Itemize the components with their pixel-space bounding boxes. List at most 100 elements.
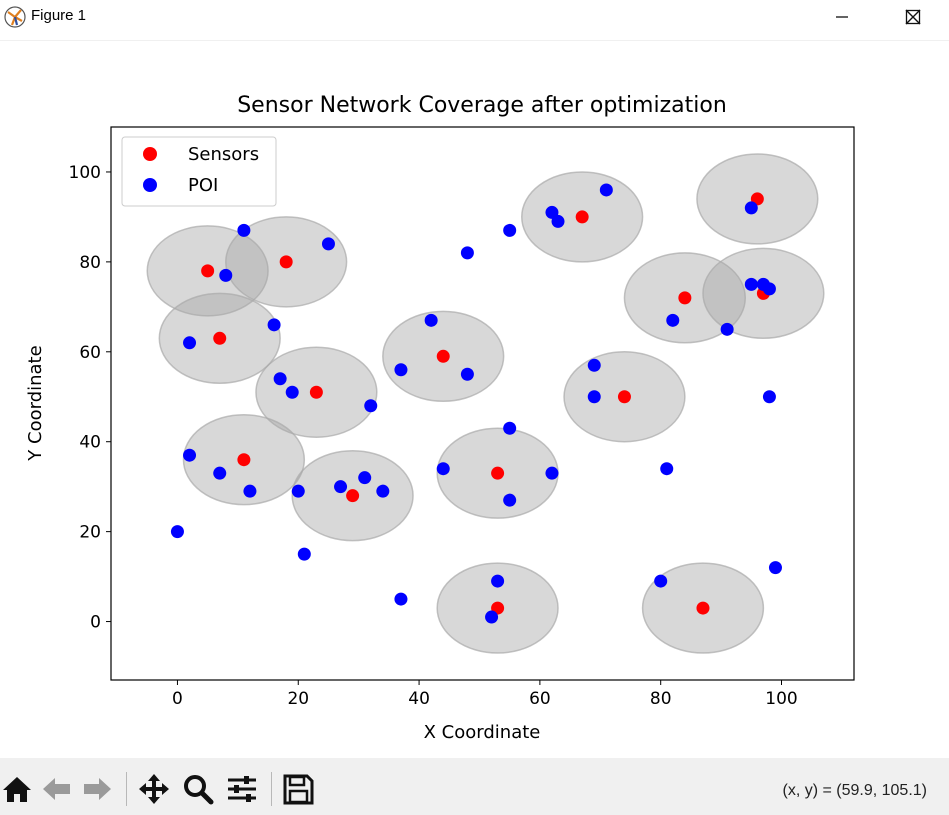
x-tick-label: 100	[765, 689, 797, 709]
poi-point	[599, 183, 613, 197]
home-icon	[3, 777, 31, 802]
x-tick-label: 80	[650, 689, 672, 709]
forward-icon	[84, 778, 111, 800]
back-button[interactable]	[40, 772, 74, 806]
poi-point	[424, 313, 438, 327]
poi-point	[297, 547, 311, 561]
poi-point	[170, 525, 184, 539]
home-button[interactable]	[0, 772, 34, 806]
poi-point	[394, 592, 408, 606]
x-tick-label: 20	[287, 689, 309, 709]
figure-canvas: Sensor Network Coverage after optimizati…	[25, 93, 855, 743]
cursor-coordinates: (x, y) = (59.9, 105.1)	[782, 782, 927, 799]
poi-point	[183, 336, 197, 350]
maximize-button[interactable]	[879, 0, 949, 34]
sensor-point	[279, 255, 293, 269]
y-tick-label: 40	[79, 433, 101, 453]
minimize-icon	[836, 16, 848, 18]
poi-point	[460, 367, 474, 381]
pan-icon	[139, 774, 169, 804]
poi-point	[376, 484, 390, 498]
poi-point	[720, 322, 734, 336]
configure-subplots-icon	[228, 776, 256, 802]
poi-point	[545, 466, 559, 480]
poi-point	[436, 462, 450, 476]
y-tick-label: 100	[69, 163, 101, 183]
window-titlebar: Figure 1	[0, 0, 949, 41]
configure-subplots-button[interactable]	[225, 772, 259, 806]
sensor-point	[346, 489, 360, 503]
x-tick-label: 0	[172, 689, 183, 709]
maximize-icon	[905, 9, 921, 25]
y-axis-label: Y Coordinate	[25, 345, 46, 461]
poi-point	[503, 493, 517, 507]
poi-point	[666, 313, 680, 327]
poi-point	[321, 237, 335, 251]
poi-point	[551, 214, 565, 228]
y-tick-label: 80	[79, 253, 101, 273]
poi-point	[762, 282, 776, 296]
poi-point	[394, 363, 408, 377]
poi-point	[285, 385, 299, 399]
poi-point	[358, 471, 372, 485]
poi-point	[243, 484, 257, 498]
legend-marker-sensors	[143, 147, 157, 161]
chart-title: Sensor Network Coverage after optimizati…	[237, 93, 727, 118]
poi-point	[291, 484, 305, 498]
poi-point	[762, 390, 776, 404]
sensor-point	[213, 331, 227, 345]
forward-button[interactable]	[80, 772, 114, 806]
poi-point	[768, 561, 782, 575]
y-axis-ticks: 0 20 40 60 80 100	[69, 163, 111, 633]
x-axis-ticks: 0 20 40 60 80 100	[172, 680, 798, 709]
y-tick-label: 20	[79, 523, 101, 543]
toolbar-separator	[271, 772, 272, 806]
poi-point	[587, 358, 601, 372]
poi-point	[660, 462, 674, 476]
poi-point	[503, 421, 517, 435]
poi-point	[503, 223, 517, 237]
legend-label-sensors: Sensors	[188, 144, 259, 165]
poi-point	[267, 318, 281, 332]
poi-point	[334, 480, 348, 494]
sensor-point	[696, 601, 710, 615]
x-tick-label: 40	[408, 689, 430, 709]
poi-point	[364, 399, 378, 413]
poi-point	[273, 372, 287, 386]
zoom-button[interactable]	[181, 772, 215, 806]
save-icon	[283, 774, 314, 805]
poi-point	[491, 574, 505, 588]
poi-point	[744, 277, 758, 291]
zoom-icon	[184, 775, 214, 805]
pan-button[interactable]	[137, 772, 171, 806]
poi-point	[654, 574, 668, 588]
points-layer	[170, 183, 782, 624]
legend-label-poi: POI	[188, 175, 218, 196]
matplotlib-icon	[4, 6, 26, 28]
back-icon	[43, 778, 70, 800]
poi-point	[744, 201, 758, 215]
legend-marker-poi	[143, 178, 157, 192]
sensor-point	[617, 390, 631, 404]
poi-point	[460, 246, 474, 260]
x-axis-label: X Coordinate	[424, 722, 541, 743]
poi-point	[219, 268, 233, 282]
poi-point	[237, 223, 251, 237]
minimize-button[interactable]	[808, 0, 878, 34]
sensor-point	[491, 466, 505, 480]
sensor-point	[309, 385, 323, 399]
toolbar-separator	[126, 772, 127, 806]
plot-area-frame	[110, 126, 855, 681]
sensor-point	[575, 210, 589, 224]
legend-frame	[121, 136, 277, 207]
poi-point	[485, 610, 499, 624]
sensor-point	[201, 264, 215, 278]
close-button[interactable]	[879, 0, 949, 34]
window-title: Figure 1	[31, 7, 87, 24]
y-tick-label: 0	[90, 613, 101, 633]
close-icon	[905, 9, 921, 25]
y-tick-label: 60	[79, 343, 101, 363]
save-button[interactable]	[281, 772, 315, 806]
sensor-point	[237, 453, 251, 467]
sensor-point	[678, 291, 692, 305]
